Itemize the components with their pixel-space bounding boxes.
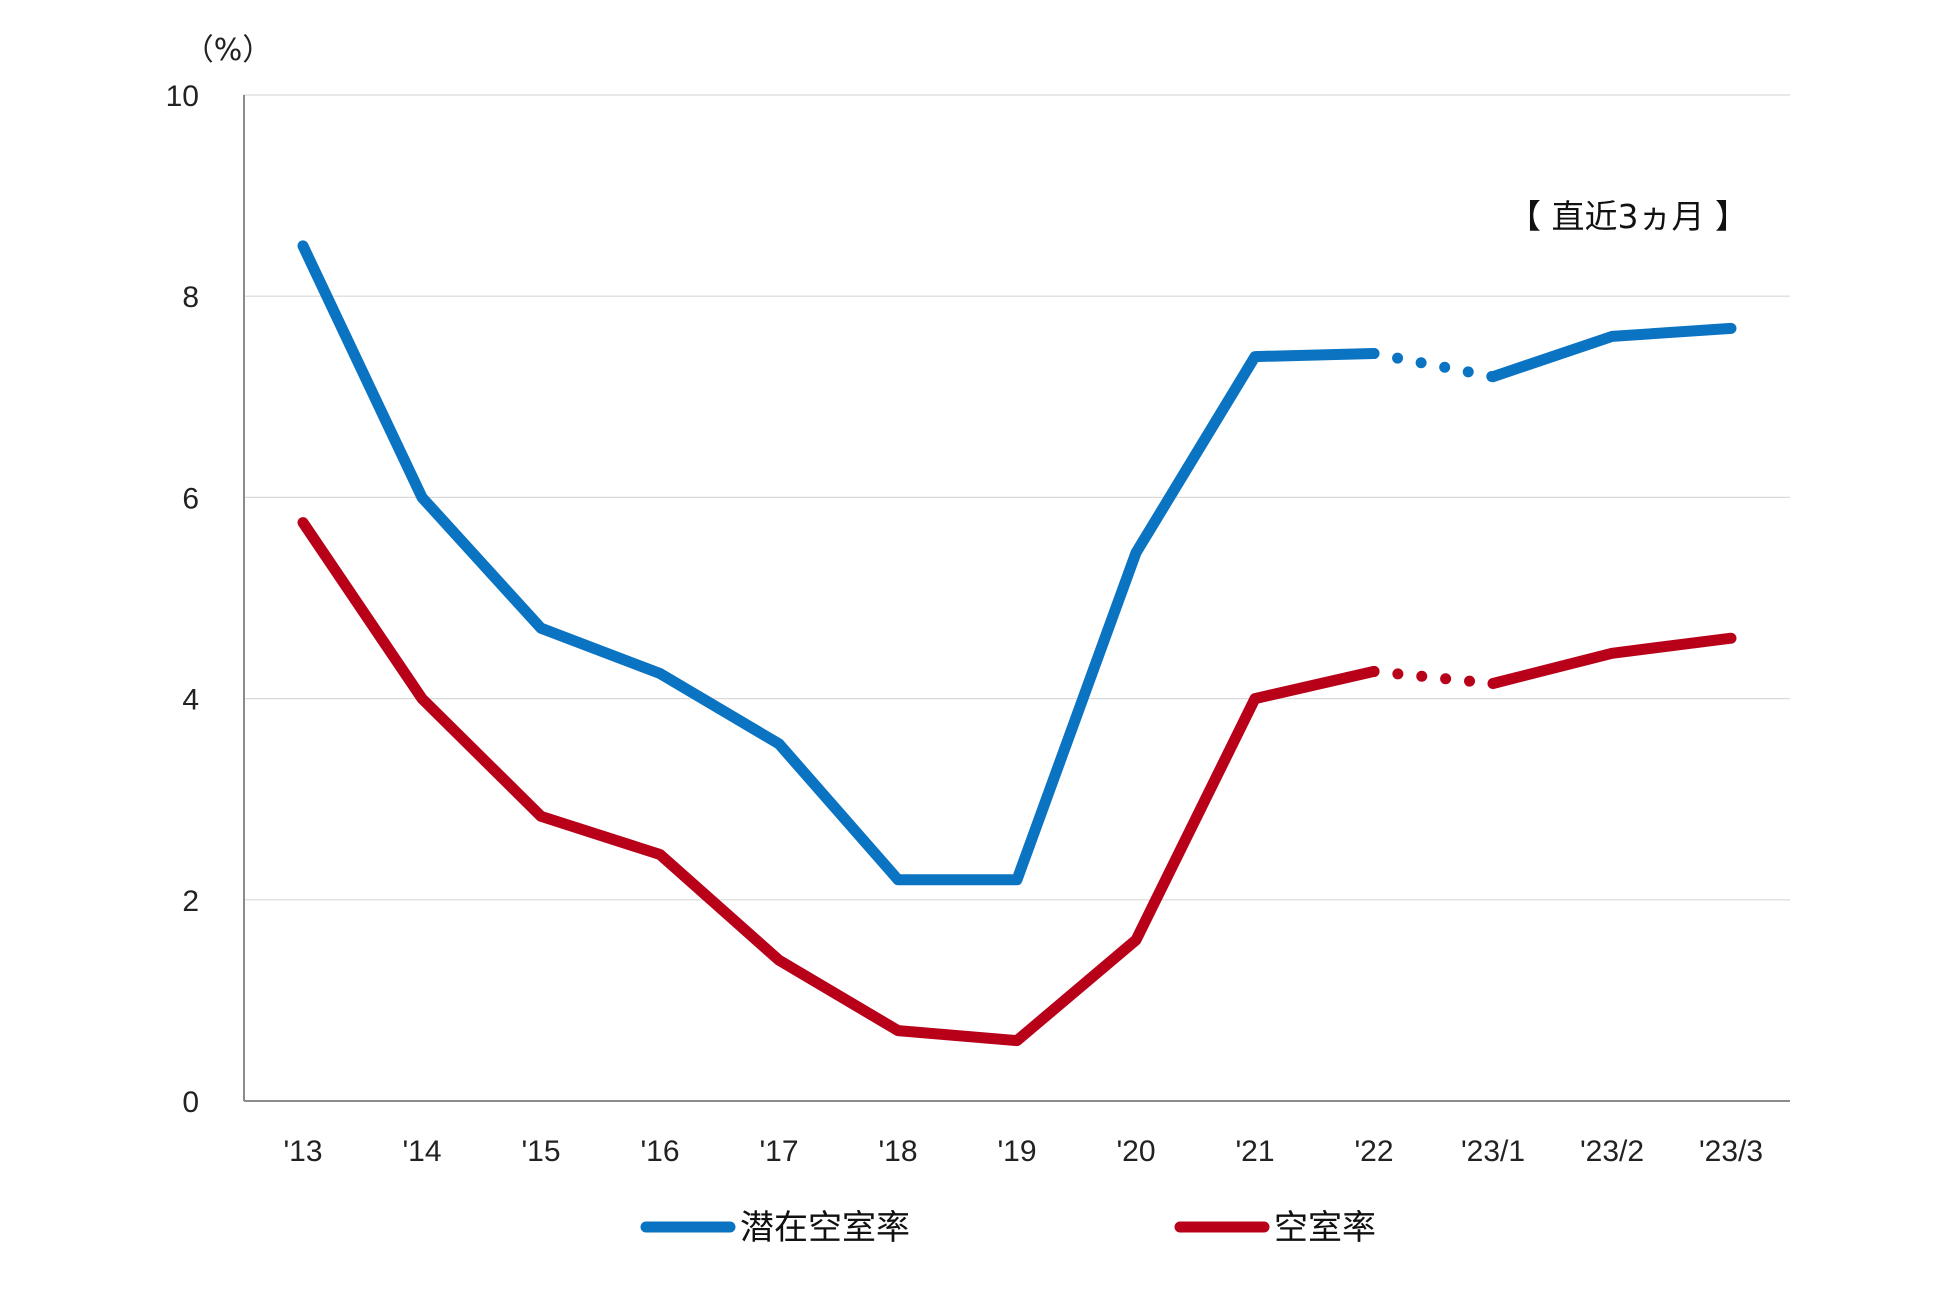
series-0-line-monthly [1487, 322, 1737, 383]
x-tick-labels: '13 '14 '15 '16 '17 '18 '19 '20 '21 '22 '23/1 '23/2… [283, 1135, 1763, 1168]
x-tick-label-0: '13 [283, 1135, 322, 1168]
legend-label-potential-vacancy: 潜在空室率 [740, 1208, 910, 1248]
x-tick-label-3: '16 [640, 1135, 679, 1168]
x-tick-label-2: '15 [521, 1135, 560, 1168]
x-tick-label-8: '21 [1235, 1135, 1274, 1168]
series-0-dotted-connector [1368, 348, 1499, 383]
legend: 潜在空室率 空室率 [640, 1208, 1376, 1248]
x-tick-label-11: '23/2 [1580, 1135, 1644, 1168]
series-1-dotted-connector [1368, 665, 1499, 690]
legend-label-vacancy: 空室率 [1274, 1208, 1376, 1248]
recent-months-annotation: 【 直近3ヵ月 】 [1508, 197, 1748, 236]
series-1-line-annual [297, 517, 1380, 1047]
series-1-line-monthly [1487, 632, 1737, 689]
x-tick-label-7: '20 [1116, 1135, 1155, 1168]
y-tick-labels: 0 2 4 6 8 10 [166, 80, 199, 1119]
x-tick-label-12: '23/3 [1699, 1135, 1763, 1168]
y-unit-label: （%） [184, 33, 273, 68]
series-lines [297, 240, 1737, 1047]
x-tick-label-10: '23/1 [1461, 1135, 1525, 1168]
y-tick-label-4: 4 [182, 684, 199, 717]
x-tick-label-9: '22 [1354, 1135, 1393, 1168]
y-tick-label-0: 0 [182, 1086, 199, 1119]
series-0-line-annual [297, 240, 1380, 886]
y-tick-label-2: 2 [182, 885, 199, 918]
x-tick-label-1: '14 [402, 1135, 441, 1168]
x-tick-label-4: '17 [759, 1135, 798, 1168]
y-tick-label-6: 6 [182, 482, 199, 515]
y-tick-label-10: 10 [166, 80, 199, 113]
x-tick-label-6: '19 [997, 1135, 1036, 1168]
y-tick-label-8: 8 [182, 281, 199, 314]
gridlines [244, 94, 1790, 901]
x-tick-label-5: '18 [878, 1135, 917, 1168]
axes [243, 95, 1790, 1102]
